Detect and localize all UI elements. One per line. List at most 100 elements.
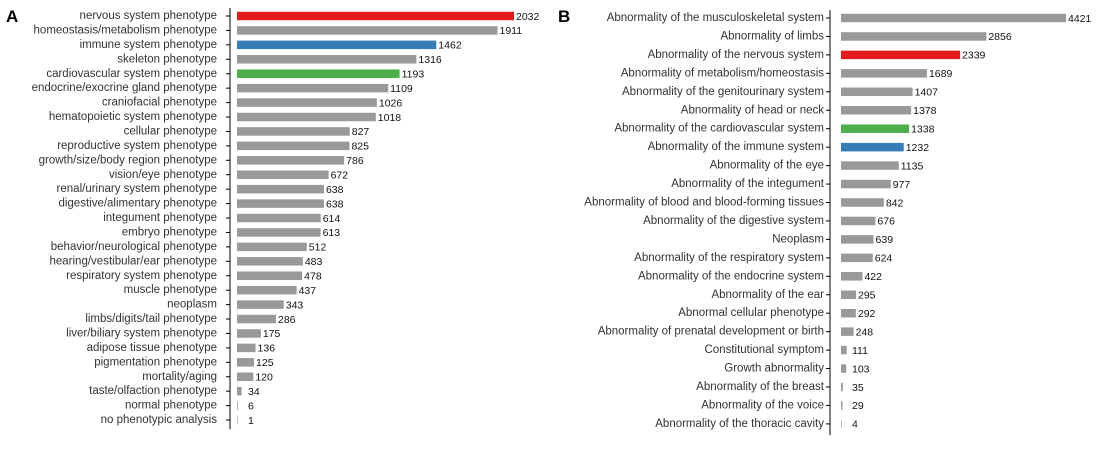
- panel-a-value-label: 483: [305, 256, 323, 268]
- panel-b-bar: [841, 253, 873, 263]
- panel-a-bar: [237, 127, 350, 136]
- panel-a-value-label: 34: [248, 386, 260, 398]
- panel-a-value-label: 1316: [418, 54, 442, 66]
- panel-a-category-label: endocrine/exocrine gland phenotype: [32, 82, 217, 94]
- panel-b-value-label: 1232: [906, 142, 930, 154]
- panel-b-bar: [841, 364, 847, 373]
- panel-a-category-label: embryo phenotype: [122, 226, 217, 238]
- panel-a-bar: [237, 415, 238, 425]
- panel-b-bar: [841, 161, 899, 170]
- panel-a-category-label: adipose tissue phenotype: [87, 342, 217, 354]
- panel-a-category-label: skeleton phenotype: [117, 53, 217, 65]
- panel-b-bar: [841, 198, 884, 207]
- panel-a-bar: [237, 98, 377, 107]
- panel-a-category-label: digestive/alimentary phenotype: [58, 198, 217, 210]
- panel-b-category-label: Abnormality of prenatal development or b…: [598, 326, 824, 338]
- panel-a-value-label: 343: [286, 299, 304, 311]
- panel-b-category-label: Abnormal cellular phenotype: [678, 307, 824, 319]
- panel-b-value-label: 842: [886, 197, 904, 209]
- panel-b-value-label: 1135: [901, 160, 924, 172]
- panel-a-category-label: craniofacial phenotype: [102, 97, 217, 109]
- panel-a-bar: [237, 11, 514, 21]
- panel-a-value-label: 827: [352, 126, 370, 138]
- panel-a-category-label: neoplasm: [167, 299, 217, 311]
- panel-b-value-label: 103: [852, 363, 870, 375]
- panel-b-bar: [841, 327, 854, 336]
- panel-b-category-label: Abnormality of the voice: [701, 399, 824, 411]
- panel-a-bar: [237, 228, 321, 237]
- panel-a-value-label: 638: [326, 198, 344, 210]
- panel-a-bar: [237, 26, 498, 35]
- panel-a-category-label: immune system phenotype: [80, 39, 217, 51]
- panel-a-bar: [237, 358, 255, 367]
- panel-b-category-label: Abnormality of the cardiovascular system: [614, 123, 824, 135]
- panel-a-bar: [237, 83, 389, 93]
- panel-a-value-label: 672: [331, 170, 349, 182]
- panel-a-category-label: pigmentation phenotype: [94, 356, 217, 368]
- panel-b-category-label: Abnormality of head or neck: [681, 104, 824, 116]
- panel-b-value-label: 422: [864, 271, 882, 283]
- panel-a-category-label: vision/eye phenotype: [109, 169, 217, 181]
- panel-b-value-label: 2339: [962, 50, 986, 62]
- panel-b-value-label: 1338: [911, 123, 935, 135]
- panel-b-bar: [841, 401, 843, 410]
- panel-a-value-label: 786: [346, 155, 364, 167]
- panel-a-category-label: behavior/neurological phenotype: [51, 241, 217, 253]
- panel-b-value-label: 2856: [988, 31, 1012, 43]
- panel-a-value-label: 1193: [402, 69, 425, 81]
- panel-b-category-label: Abnormality of the nervous system: [648, 49, 824, 61]
- panel-a-category-label: liver/biliary system phenotype: [66, 327, 217, 339]
- panel-a-bar: [237, 156, 345, 165]
- panel-a-bar: [237, 170, 329, 179]
- panel-b-bar: [841, 69, 927, 78]
- panel-a-value-label: 478: [304, 271, 322, 283]
- panel-b-value-label: 29: [852, 400, 864, 412]
- panel-a-bar: [237, 372, 254, 381]
- panel-a-value-label: 175: [263, 328, 281, 340]
- panel-b-value-label: 624: [875, 253, 893, 265]
- panel-a-bar: [237, 55, 417, 64]
- panel-b-category-label: Abnormality of the endocrine system: [638, 270, 824, 282]
- panel-b-category-label: Abnormality of the genitourinary system: [622, 86, 824, 98]
- panel-a-value-label: 1026: [379, 97, 403, 109]
- panel-a-bar: [237, 257, 303, 266]
- panel-a-bar: [237, 141, 350, 151]
- panel-a-bar: [237, 112, 376, 122]
- panel-a-label: A: [6, 7, 18, 26]
- panel-a-value-label: 1462: [438, 40, 462, 52]
- panel-b-value-label: 4421: [1068, 13, 1092, 25]
- panel-a-category-label: homeostasis/metabolism phenotype: [34, 24, 217, 36]
- panel-a-category-label: cardiovascular system phenotype: [46, 68, 217, 80]
- panel-a-bar: [237, 285, 297, 295]
- panel-a-value-label: 825: [351, 141, 369, 153]
- panel-b-category-label: Abnormality of the ear: [711, 289, 824, 301]
- panel-b-category-label: Constitutional symptom: [704, 344, 824, 356]
- panel-b-value-label: 1689: [929, 68, 953, 80]
- panel-a-bar: [237, 343, 256, 353]
- panel-b-bar: [841, 272, 863, 281]
- panel-b-category-label: Abnormality of metabolism/homeostasis: [621, 67, 824, 79]
- panel-b-bar: [841, 50, 961, 60]
- panel-b-value-label: 292: [858, 308, 876, 320]
- panel-b-value-label: 639: [876, 234, 894, 246]
- panel-a-value-label: 6: [248, 400, 254, 412]
- panel-b-category-label: Abnormality of the breast: [696, 381, 825, 393]
- panel-a-value-label: 125: [256, 357, 274, 369]
- panel-a-value-label: 437: [299, 285, 317, 297]
- panel-b-value-label: 676: [877, 216, 895, 228]
- panel-b-category-label: Abnormality of the respiratory system: [634, 252, 824, 264]
- panel-b-bar: [841, 216, 876, 226]
- panel-b-bar: [841, 290, 857, 299]
- panel-b-bar: [841, 142, 904, 152]
- panel-a-category-label: hearing/vestibular/ear phenotype: [49, 255, 217, 267]
- panel-b-value-label: 35: [852, 382, 864, 394]
- panel-b-bar: [841, 13, 1066, 23]
- panel-b-category-label: Abnormality of the integument: [671, 178, 825, 190]
- panel-a-category-label: cellular phenotype: [124, 125, 217, 137]
- panel-b-category-label: Abnormality of limbs: [720, 30, 824, 42]
- panel-a-value-label: 1: [248, 415, 254, 427]
- panel-a-value-label: 638: [326, 184, 344, 196]
- panel-a-category-label: renal/urinary system phenotype: [57, 183, 217, 195]
- panel-a-bar: [237, 386, 242, 396]
- panel-a-category-label: taste/olfaction phenotype: [89, 385, 217, 397]
